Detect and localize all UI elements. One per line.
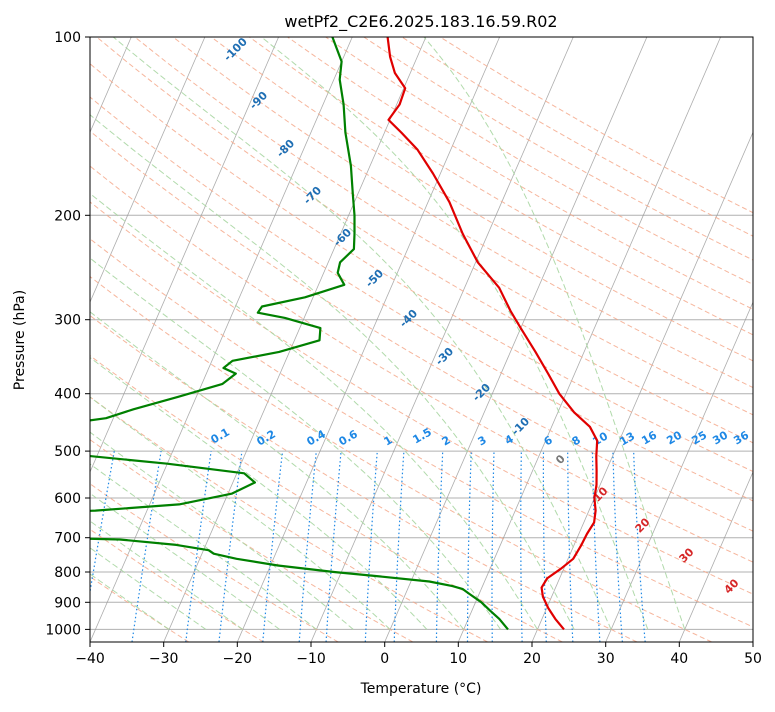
y-tick-label: 400 bbox=[54, 387, 81, 403]
y-tick-label: 1000 bbox=[45, 622, 81, 638]
y-tick-label: 700 bbox=[54, 531, 81, 547]
x-tick-label: 20 bbox=[523, 651, 541, 667]
y-tick-label: 100 bbox=[54, 30, 81, 46]
x-tick-label: −40 bbox=[75, 651, 105, 667]
x-axis-label: Temperature (°C) bbox=[360, 681, 482, 697]
x-tick-label: 10 bbox=[449, 651, 467, 667]
x-tick-label: 0 bbox=[380, 651, 389, 667]
y-tick-label: 200 bbox=[54, 208, 81, 224]
x-tick-label: −30 bbox=[149, 651, 179, 667]
y-tick-label: 500 bbox=[54, 444, 81, 460]
y-tick-label: 900 bbox=[54, 595, 81, 611]
y-axis-label: Pressure (hPa) bbox=[12, 290, 28, 390]
chart-title: wetPf2_C2E6.2025.183.16.59.R02 bbox=[284, 12, 557, 32]
y-tick-label: 800 bbox=[54, 565, 81, 581]
x-tick-label: −20 bbox=[223, 651, 253, 667]
x-tick-label: 50 bbox=[744, 651, 762, 667]
x-tick-label: 40 bbox=[670, 651, 688, 667]
y-tick-label: 600 bbox=[54, 491, 81, 507]
y-tick-label: 300 bbox=[54, 313, 81, 329]
x-tick-label: −10 bbox=[296, 651, 326, 667]
x-tick-label: 30 bbox=[597, 651, 615, 667]
plot-area bbox=[90, 37, 753, 642]
